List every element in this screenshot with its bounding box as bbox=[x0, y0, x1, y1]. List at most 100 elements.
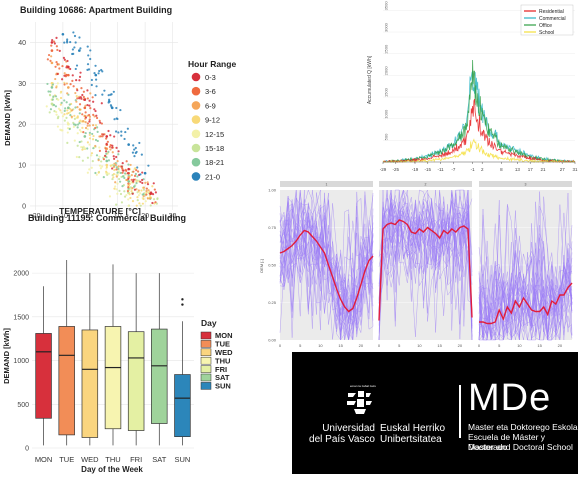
scatter-point bbox=[95, 116, 99, 120]
scatter-point bbox=[78, 155, 81, 159]
scatter-point bbox=[113, 168, 116, 172]
scatter-point bbox=[127, 186, 130, 189]
profile-member-line bbox=[279, 189, 374, 341]
scatter-point bbox=[50, 86, 54, 89]
scatter-point bbox=[117, 150, 120, 153]
scatter-point bbox=[135, 204, 138, 207]
scatter-point bbox=[155, 202, 158, 205]
scatter-point bbox=[84, 116, 88, 119]
scatter-point bbox=[56, 72, 59, 76]
scatter-point bbox=[86, 103, 89, 107]
scatter-point bbox=[133, 155, 136, 158]
boxplot-box bbox=[174, 374, 191, 437]
scatter-point bbox=[144, 200, 147, 203]
scatter-point bbox=[94, 109, 97, 113]
scatter-point bbox=[109, 134, 112, 137]
scatter-point bbox=[65, 66, 68, 69]
profile-member-line bbox=[378, 201, 473, 329]
scatter-point bbox=[129, 196, 132, 200]
scatter-point bbox=[145, 187, 148, 190]
scatter-point bbox=[120, 130, 123, 133]
scatter-point bbox=[132, 170, 135, 173]
scatter-point bbox=[139, 192, 142, 195]
mde-logo-banner: eman ta zabal zazu Universidad del País V… bbox=[292, 352, 578, 474]
scatter-point bbox=[152, 198, 156, 201]
scatter-point bbox=[82, 145, 85, 148]
scatter-point bbox=[79, 47, 82, 50]
scatter-point bbox=[54, 95, 58, 98]
profile-member-line bbox=[378, 212, 473, 340]
scatter-point bbox=[67, 65, 70, 69]
scatter-point bbox=[137, 189, 140, 192]
scatter-point bbox=[55, 36, 58, 39]
scatter-point bbox=[127, 143, 130, 146]
scatter-point bbox=[105, 156, 108, 159]
scatter-point bbox=[120, 134, 123, 137]
scatter-point bbox=[126, 127, 129, 130]
profile-member-line bbox=[478, 241, 573, 341]
scatter-point bbox=[64, 107, 67, 110]
scatter-point bbox=[151, 201, 154, 205]
scatter-legend-swatch bbox=[191, 143, 201, 153]
scatter-point bbox=[129, 163, 132, 167]
scatter-point bbox=[73, 114, 76, 117]
scatter-point bbox=[65, 73, 68, 77]
scatter-point bbox=[100, 122, 104, 125]
scatter-point bbox=[66, 109, 69, 112]
scatter-point bbox=[78, 121, 81, 125]
scatter-point bbox=[88, 115, 92, 118]
boxplot-title: Building 11195: Commercial Building bbox=[28, 213, 186, 223]
scatter-point bbox=[87, 113, 91, 117]
scatter-point bbox=[92, 124, 95, 127]
scatter-point bbox=[78, 79, 81, 82]
scatter-point bbox=[66, 59, 69, 63]
scatter-point bbox=[75, 64, 79, 67]
scatter-point bbox=[98, 146, 101, 149]
scatter-point bbox=[135, 150, 138, 154]
scatter-legend-label: 6-9 bbox=[205, 101, 216, 110]
scatter-point bbox=[100, 160, 103, 163]
scatter-point bbox=[58, 49, 61, 52]
profile-member-line bbox=[279, 191, 374, 326]
scatter-point bbox=[70, 115, 73, 118]
scatter-point bbox=[88, 137, 92, 140]
scatter-point bbox=[102, 133, 105, 136]
boxplot-chart: Building 11195: Commercial Building 0 500… bbox=[2, 213, 233, 474]
scatter-point bbox=[147, 189, 150, 192]
profile-member-line bbox=[478, 235, 573, 341]
scatter-point bbox=[141, 193, 144, 196]
scatter-point bbox=[80, 87, 83, 90]
scatter-point bbox=[98, 164, 102, 167]
accumulated-legend-label: School bbox=[539, 30, 554, 36]
scatter-point bbox=[61, 32, 65, 36]
scatter-point bbox=[96, 130, 99, 133]
boxplot-axes: 0 500 1000 1500 2000 MON TUE WED THU FRI SAT SUN bbox=[13, 271, 190, 464]
scatter-point bbox=[122, 169, 125, 172]
scatter-point bbox=[48, 93, 52, 96]
scatter-point bbox=[79, 71, 82, 74]
accumulated-line-chart: 500 1000 1500 2000 2500 3000 3500 -29 -25 -19 -15 -… bbox=[367, 1, 578, 172]
scatter-point bbox=[113, 162, 116, 165]
accumulated-y-tick: 2500 bbox=[384, 44, 389, 54]
scatter-legend-swatch bbox=[191, 101, 201, 110]
scatter-point bbox=[81, 93, 84, 97]
scatter-point bbox=[117, 131, 120, 134]
accumulated-axes: 500 1000 1500 2000 2500 3000 3500 -29 -25 -19 -15 -… bbox=[380, 1, 578, 172]
scatter-legend-swatch bbox=[191, 157, 201, 167]
scatter-point bbox=[86, 97, 89, 100]
scatter-point bbox=[86, 124, 89, 127]
accumulated-legend-label: Residential bbox=[539, 9, 564, 15]
scatter-point bbox=[127, 167, 130, 171]
scatter-point bbox=[132, 180, 135, 183]
scatter-point bbox=[127, 182, 130, 185]
profile-x-tick: 10 bbox=[318, 343, 323, 348]
logo-motto: eman ta zabal zazu bbox=[350, 384, 377, 388]
profile-y-tick: 0.50 bbox=[268, 263, 277, 268]
scatter-point bbox=[90, 83, 93, 87]
scatter-points bbox=[45, 31, 159, 207]
scatter-point bbox=[88, 124, 91, 127]
scatter-point bbox=[55, 86, 58, 89]
scatter-point bbox=[78, 97, 81, 100]
scatter-point bbox=[103, 154, 107, 157]
scatter-point bbox=[65, 82, 69, 85]
